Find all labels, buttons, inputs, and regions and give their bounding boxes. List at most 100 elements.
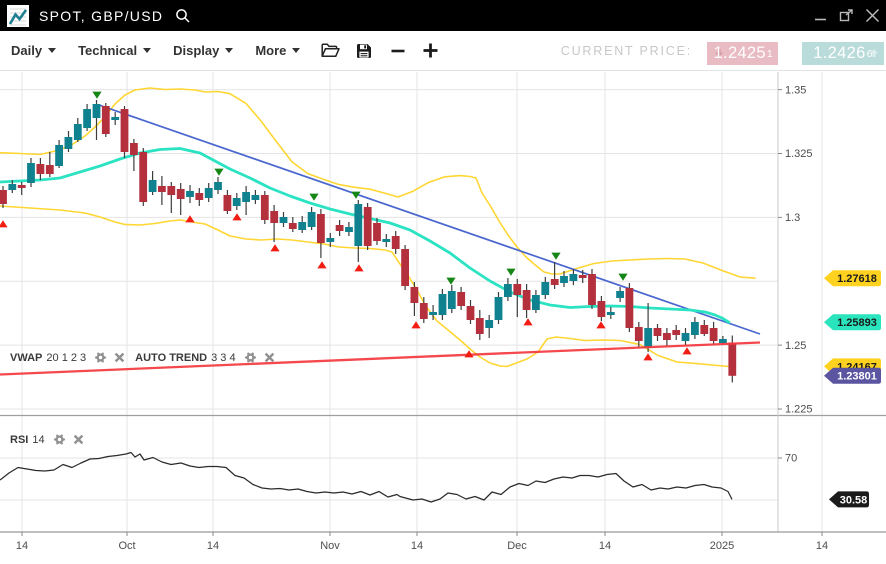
candle[interactable]	[569, 274, 578, 281]
candle[interactable]	[681, 333, 690, 341]
candle[interactable]	[616, 291, 624, 298]
candle[interactable]	[354, 204, 363, 246]
candle[interactable]	[438, 294, 447, 315]
candle[interactable]	[92, 104, 101, 118]
candle[interactable]	[663, 333, 671, 340]
candle[interactable]	[429, 312, 437, 315]
close-button[interactable]	[864, 8, 880, 24]
buy-signal-icon[interactable]	[523, 318, 533, 326]
candle[interactable]	[176, 189, 185, 199]
candle[interactable]	[625, 288, 634, 328]
candle[interactable]	[167, 186, 176, 195]
buy-signal-icon[interactable]	[317, 261, 327, 269]
buy-signal-icon[interactable]	[596, 321, 606, 329]
candle[interactable]	[73, 124, 82, 140]
candle[interactable]	[391, 236, 400, 249]
candle[interactable]	[447, 291, 456, 309]
candle[interactable]	[36, 164, 45, 174]
candle[interactable]	[83, 109, 91, 128]
menu-more[interactable]: More	[255, 43, 311, 58]
buy-signal-icon[interactable]	[354, 264, 364, 272]
save-icon[interactable]	[356, 43, 372, 59]
search-icon[interactable]	[174, 7, 192, 25]
candle[interactable]	[606, 312, 615, 315]
candle[interactable]	[223, 195, 232, 211]
candle[interactable]	[45, 165, 54, 174]
candle[interactable]	[232, 198, 241, 206]
candle[interactable]	[588, 274, 596, 305]
candle[interactable]	[345, 227, 353, 232]
candle[interactable]	[419, 303, 428, 319]
candle[interactable]	[251, 195, 260, 200]
zoom-out-icon[interactable]	[391, 44, 405, 58]
candle[interactable]	[578, 275, 587, 278]
buy-signal-icon[interactable]	[185, 215, 195, 223]
candle[interactable]	[260, 195, 269, 220]
candle[interactable]	[597, 301, 606, 317]
candle[interactable]	[485, 320, 494, 328]
candle[interactable]	[541, 282, 550, 295]
candle[interactable]	[373, 223, 381, 241]
candle[interactable]	[466, 306, 475, 320]
gear-icon[interactable]	[244, 351, 257, 364]
sell-signal-icon[interactable]	[92, 91, 102, 99]
candle[interactable]	[457, 292, 466, 306]
candle[interactable]	[550, 279, 559, 285]
candle[interactable]	[532, 295, 540, 310]
candle[interactable]	[186, 191, 194, 197]
candle[interactable]	[410, 287, 419, 303]
candle[interactable]	[148, 180, 157, 192]
close-icon[interactable]	[73, 434, 84, 445]
candle[interactable]	[111, 117, 120, 120]
candle[interactable]	[363, 207, 372, 246]
candle[interactable]	[298, 222, 307, 230]
candle[interactable]	[130, 143, 138, 155]
candle[interactable]	[204, 188, 213, 198]
sell-signal-icon[interactable]	[618, 273, 628, 281]
candle[interactable]	[0, 190, 7, 204]
candle[interactable]	[513, 284, 522, 295]
candle[interactable]	[475, 318, 484, 334]
sell-signal-icon[interactable]	[506, 268, 516, 276]
menu-technical[interactable]: Technical	[78, 43, 162, 58]
candle[interactable]	[522, 290, 531, 310]
candle[interactable]	[242, 192, 250, 202]
candle[interactable]	[279, 217, 288, 223]
candle[interactable]	[288, 223, 297, 229]
gear-icon[interactable]	[94, 351, 107, 364]
candle[interactable]	[719, 339, 727, 343]
sell-signal-icon[interactable]	[351, 191, 361, 199]
candle[interactable]	[8, 184, 17, 190]
candle[interactable]	[317, 214, 325, 243]
close-icon[interactable]	[114, 352, 125, 363]
candle[interactable]	[709, 328, 718, 341]
sell-signal-icon[interactable]	[309, 193, 319, 201]
popout-button[interactable]	[838, 8, 854, 24]
candle[interactable]	[672, 330, 681, 335]
buy-signal-icon[interactable]	[232, 213, 242, 221]
candle[interactable]	[55, 145, 63, 166]
candle[interactable]	[653, 328, 662, 336]
candle[interactable]	[728, 342, 737, 376]
candle[interactable]	[120, 109, 129, 152]
minimize-button[interactable]	[812, 8, 828, 24]
sell-signal-icon[interactable]	[214, 168, 224, 176]
candle[interactable]	[401, 249, 409, 286]
candle[interactable]	[307, 212, 316, 227]
zoom-in-icon[interactable]	[423, 43, 438, 58]
sell-signal-icon[interactable]	[446, 277, 456, 285]
candle[interactable]	[560, 276, 568, 283]
trend-line-support[interactable]	[0, 341, 761, 376]
candle[interactable]	[158, 186, 166, 192]
bid-price[interactable]: 1.2425 1	[707, 42, 778, 65]
candle[interactable]	[214, 182, 222, 190]
open-folder-icon[interactable]	[321, 43, 341, 58]
candle[interactable]	[326, 238, 335, 242]
gear-icon[interactable]	[53, 433, 66, 446]
candle[interactable]	[17, 185, 26, 188]
candle[interactable]	[644, 328, 653, 348]
menu-daily[interactable]: Daily	[11, 43, 67, 58]
candle[interactable]	[700, 325, 709, 334]
close-icon[interactable]	[264, 352, 275, 363]
